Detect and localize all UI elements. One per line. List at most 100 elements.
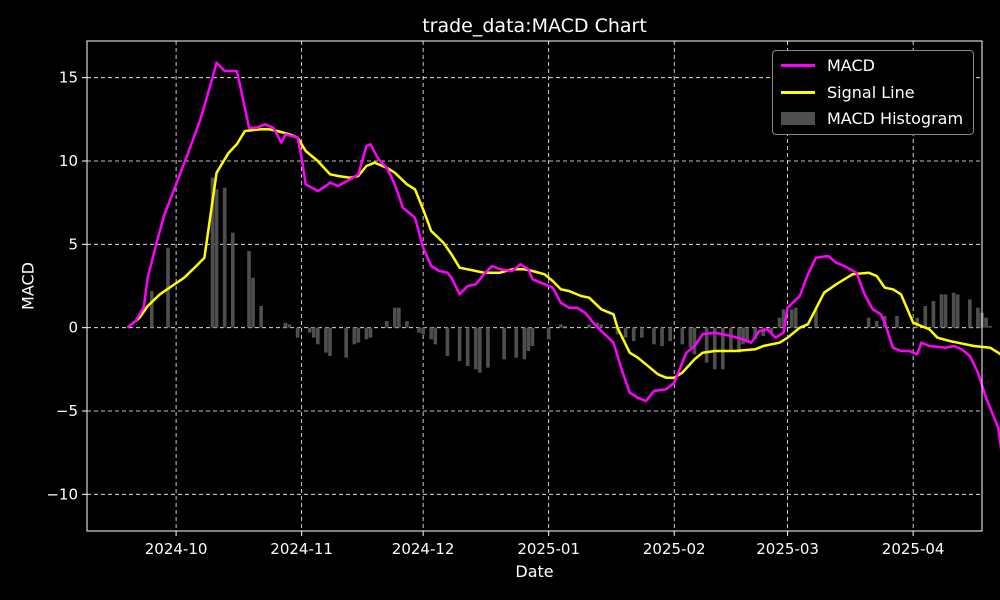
histogram-bar (311, 327, 316, 338)
histogram-bar (316, 327, 320, 345)
histogram-bar (781, 309, 786, 328)
x-tick-label: 2025-03 (756, 540, 819, 558)
histogram-bar (473, 327, 478, 370)
histogram-bar (486, 327, 490, 368)
histogram-bar (587, 324, 591, 328)
histogram-bar (729, 327, 733, 351)
histogram-bar (623, 327, 628, 338)
histogram-bar (502, 327, 506, 360)
histogram-bar (931, 301, 936, 328)
histogram-bar (445, 327, 450, 356)
histogram-bar (530, 327, 535, 346)
histogram-bar (737, 327, 741, 353)
histogram-bar (210, 177, 215, 328)
histogram-bar (789, 309, 794, 328)
histogram-bar (287, 324, 292, 328)
chart-title: trade_data:MACD Chart (422, 15, 647, 37)
histogram-bar (307, 327, 312, 333)
histogram-bar (668, 327, 672, 341)
plot-frame (86, 40, 983, 532)
signal-line (126, 128, 1000, 379)
y-tick-label: −10 (46, 485, 78, 503)
histogram-bar (720, 327, 725, 370)
histogram-bar (368, 327, 373, 338)
legend-label-macd: MACD (827, 55, 875, 75)
histogram-bar (712, 327, 717, 370)
histogram-bar (814, 309, 818, 328)
legend-label-signal: Signal Line (827, 82, 915, 102)
histogram-bar (457, 327, 462, 361)
histogram-bar (688, 327, 693, 348)
histogram-bar (465, 327, 470, 366)
histogram-bar (615, 327, 620, 335)
legend-swatch-signal (781, 90, 815, 94)
histogram-bar (429, 327, 434, 340)
histogram-bar (356, 327, 361, 343)
histogram-bar (951, 292, 956, 328)
histogram-bar (149, 291, 154, 328)
histogram-bar (559, 324, 563, 328)
histogram-bar (259, 306, 263, 328)
histogram-bar (247, 251, 251, 328)
histogram-bar (915, 317, 920, 328)
y-tick-label: 15 (59, 69, 78, 87)
histogram-bar (652, 327, 656, 345)
histogram-bar (777, 317, 782, 328)
histogram-bar (433, 327, 438, 345)
histogram-bar (397, 307, 401, 328)
histogram-bar (283, 322, 288, 328)
y-axis-label: MACD (18, 262, 38, 310)
y-tick-label: 10 (59, 152, 78, 170)
histogram-bar (955, 294, 960, 328)
histogram-bar (943, 294, 948, 328)
x-axis-label: Date (515, 562, 554, 581)
histogram-bar (984, 317, 988, 328)
histogram-bar (324, 327, 328, 353)
legend: MACD Signal Line MACD Histogram (772, 50, 974, 135)
x-tick-label: 2024-10 (145, 540, 208, 558)
histogram-bar (741, 327, 745, 345)
histogram-bar (923, 306, 928, 328)
histogram-bar (478, 327, 482, 373)
x-tick-label: 2025-01 (517, 540, 580, 558)
histogram-bar (405, 321, 409, 328)
legend-label-histogram: MACD Histogram (827, 108, 964, 128)
legend-item-histogram: MACD Histogram (781, 107, 963, 129)
histogram-bar (660, 327, 664, 346)
histogram-bar (251, 277, 255, 328)
histogram-bar (352, 327, 357, 345)
y-tick-label: 5 (68, 235, 78, 253)
y-tick-label: 0 (68, 319, 78, 337)
histogram-bar (421, 327, 425, 335)
histogram-bar (514, 327, 519, 358)
x-tick-label: 2024-12 (392, 540, 455, 558)
histogram-bar (563, 326, 567, 328)
histogram-bar (939, 294, 944, 328)
histogram-bar (392, 307, 397, 328)
histogram-bar (328, 327, 332, 356)
histogram-bar (295, 327, 300, 338)
histogram-bar (761, 327, 766, 336)
histogram-bar (364, 327, 369, 340)
histogram-bar (639, 327, 644, 338)
histogram-bar (745, 327, 749, 343)
histogram-bar (866, 317, 871, 328)
histogram-bar (793, 307, 798, 328)
histogram-bar (546, 327, 551, 340)
histogram-bar (692, 327, 697, 355)
histogram-bar (599, 324, 604, 328)
histogram-bar (769, 327, 774, 333)
x-tick-label: 2024-11 (270, 540, 333, 558)
histogram-bar (895, 316, 899, 328)
legend-swatch-histogram (781, 111, 815, 125)
histogram-bar (704, 327, 709, 363)
histogram-bar (988, 326, 992, 328)
histogram-bar (631, 327, 636, 341)
histogram-bar (753, 327, 758, 340)
x-tick-label: 2025-02 (643, 540, 706, 558)
histogram-bar (417, 327, 421, 333)
histogram-bar (214, 189, 219, 328)
histogram-bar (680, 327, 685, 345)
histogram-bar (976, 307, 980, 328)
